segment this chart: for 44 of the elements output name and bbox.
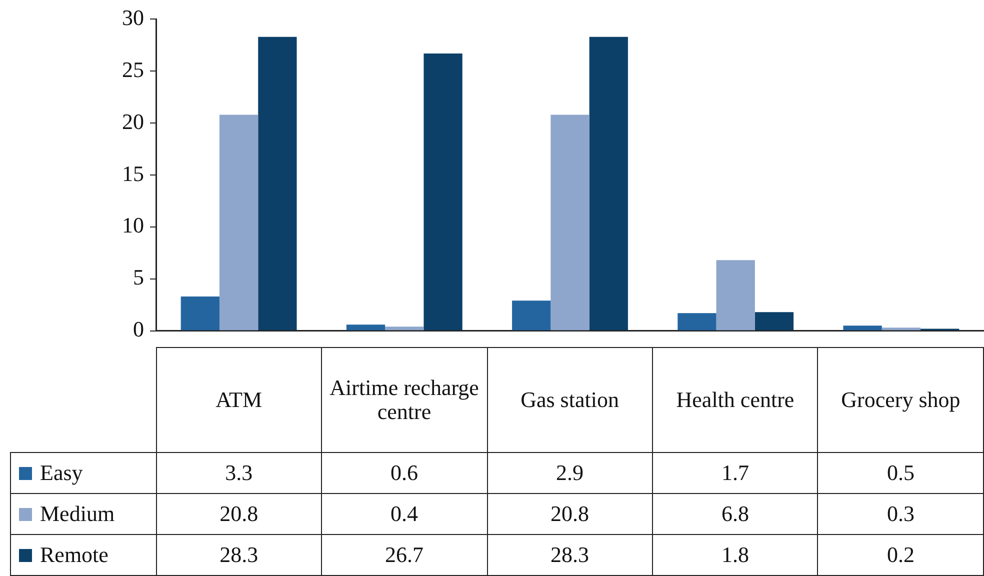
y-tick-label: 30 <box>122 4 144 30</box>
bar <box>385 326 424 330</box>
data-label: 6.8 <box>652 494 818 534</box>
y-tick-label: 5 <box>133 264 144 290</box>
data-label: 0.2 <box>818 534 984 576</box>
data-label: 3.3 <box>156 452 322 494</box>
legend-label: Easy <box>10 452 156 494</box>
bar <box>754 312 794 330</box>
data-label: 1.7 <box>652 452 818 494</box>
data-label: 0.3 <box>818 494 984 534</box>
bar <box>512 300 551 330</box>
y-tick-label: 15 <box>122 160 144 186</box>
bar <box>882 328 921 330</box>
y-tick-label: 0 <box>133 316 144 342</box>
bar <box>589 36 628 330</box>
data-label: 0.4 <box>322 494 488 534</box>
bar <box>678 313 716 330</box>
y-tick-label: 20 <box>122 108 144 134</box>
bar <box>346 324 386 330</box>
x-tick-label: Gas station <box>487 348 652 452</box>
data-label: 1.8 <box>652 534 818 576</box>
bar <box>716 260 755 330</box>
bar <box>219 114 258 330</box>
data-label: 0.5 <box>818 452 984 494</box>
bar <box>424 53 462 330</box>
bar <box>550 114 590 330</box>
y-tick-label: 25 <box>122 56 144 82</box>
data-label: 20.8 <box>487 494 652 534</box>
data-label: 26.7 <box>322 534 488 576</box>
x-tick-label: ATM <box>156 348 322 452</box>
legend-label: Remote <box>10 534 156 576</box>
bar <box>843 326 882 330</box>
data-label: 28.3 <box>156 534 322 576</box>
data-label: 28.3 <box>487 534 652 576</box>
x-tick-label: Health centre <box>652 348 818 452</box>
bar <box>258 36 297 330</box>
data-label: 20.8 <box>156 494 322 534</box>
x-tick-label: Airtime recharge centre <box>322 348 488 452</box>
data-label: 2.9 <box>487 452 652 494</box>
x-tick-label: Grocery shop <box>818 348 984 452</box>
data-label: 0.6 <box>322 452 488 494</box>
y-tick-label: 10 <box>122 212 144 238</box>
legend-label: Medium <box>10 494 156 534</box>
bar <box>180 296 220 330</box>
